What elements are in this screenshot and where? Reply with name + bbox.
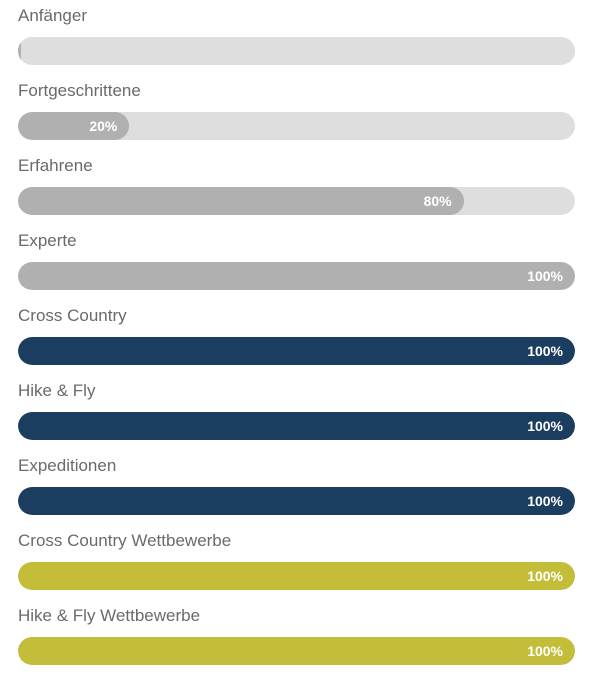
- value-label: 100%: [527, 418, 563, 434]
- skill-row: Cross Country 100%: [18, 300, 575, 375]
- value-label: 100%: [527, 568, 563, 584]
- value-label: 100%: [527, 643, 563, 659]
- skill-label: Fortgeschrittene: [18, 81, 141, 100]
- skill-label: Cross Country Wettbewerbe: [18, 531, 232, 550]
- value-label: 100%: [527, 268, 563, 284]
- progress-track: 100%: [18, 412, 575, 440]
- value-label: 80%: [423, 193, 452, 209]
- skill-label: Hike & Fly Wettbewerbe: [18, 606, 201, 625]
- skill-label: Anfänger: [18, 6, 87, 25]
- skill-label: Hike & Fly: [18, 381, 96, 400]
- skill-row: Expeditionen 100%: [18, 450, 575, 525]
- skill-row: Erfahrene 80%: [18, 150, 575, 225]
- progress-fill: 80%: [18, 187, 464, 215]
- progress-track: 20%: [18, 112, 575, 140]
- skill-label: Erfahrene: [18, 156, 93, 175]
- value-label: 100%: [527, 343, 563, 359]
- skill-row: Hike & Fly 100%: [18, 375, 575, 450]
- skill-row: Cross Country Wettbewerbe 100%: [18, 525, 575, 600]
- progress-track: 100%: [18, 637, 575, 665]
- skill-row: Hike & Fly Wettbewerbe 100%: [18, 600, 575, 675]
- skill-label: Experte: [18, 231, 77, 250]
- value-label: 20%: [89, 118, 118, 134]
- value-label: 100%: [527, 493, 563, 509]
- skill-label: Expeditionen: [18, 456, 117, 475]
- skill-label: Cross Country: [18, 306, 127, 325]
- progress-fill: 100%: [18, 412, 575, 440]
- skill-row: Experte 100%: [18, 225, 575, 300]
- skill-row: Anfänger: [18, 0, 575, 75]
- skill-row: Fortgeschrittene 20%: [18, 75, 575, 150]
- progress-fill: 100%: [18, 637, 575, 665]
- progress-track: 100%: [18, 487, 575, 515]
- progress-fill: 100%: [18, 562, 575, 590]
- progress-fill: 20%: [18, 112, 130, 140]
- progress-fill: 100%: [18, 337, 575, 365]
- progress-fill: 100%: [18, 262, 575, 290]
- progress-track: [18, 37, 575, 65]
- progress-track: 100%: [18, 337, 575, 365]
- progress-fill: 100%: [18, 487, 575, 515]
- progress-track: 100%: [18, 562, 575, 590]
- progress-track: 80%: [18, 187, 575, 215]
- progress-fill: [18, 37, 21, 65]
- progress-track: 100%: [18, 262, 575, 290]
